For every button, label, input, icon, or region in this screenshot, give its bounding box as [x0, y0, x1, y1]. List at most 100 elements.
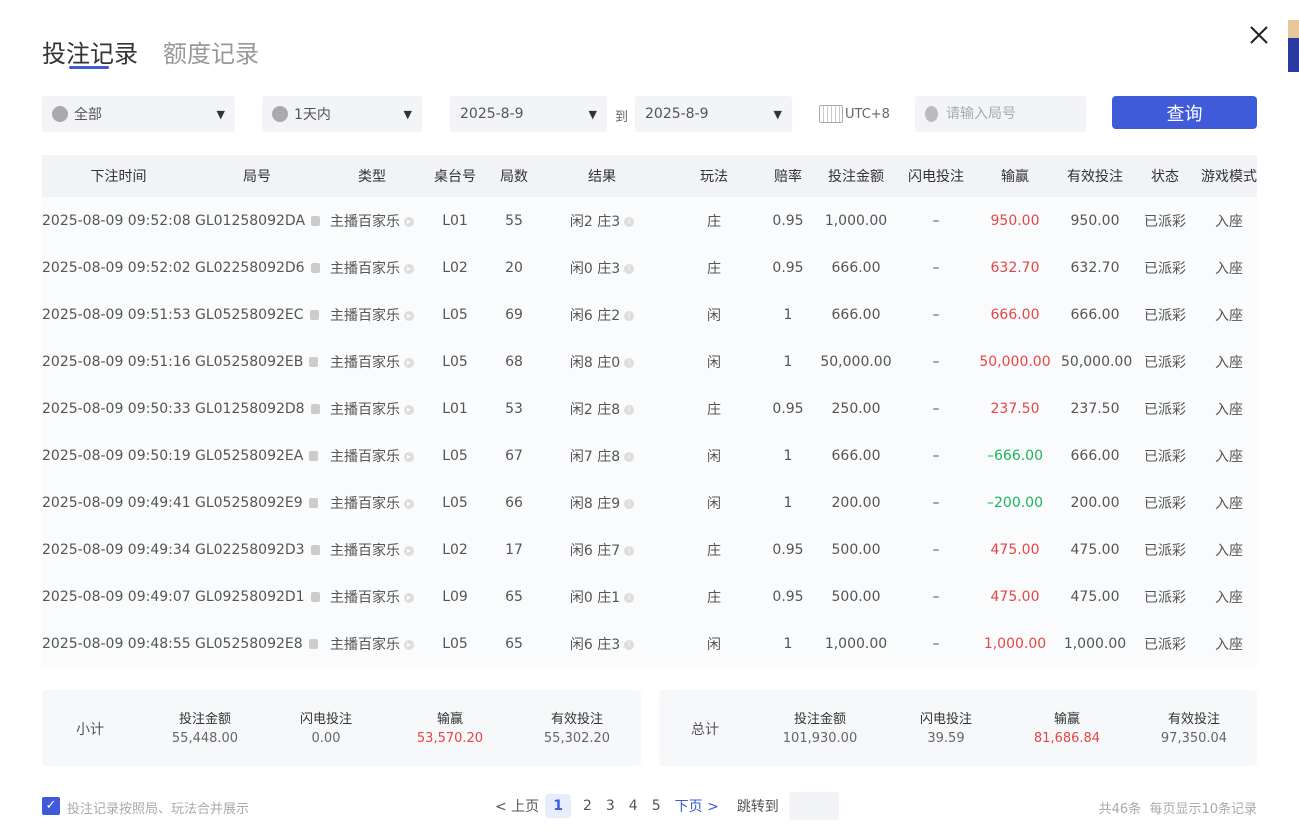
bet-value: 666.00 — [831, 447, 881, 464]
copy-icon[interactable] — [309, 450, 319, 461]
cell-table: L05 — [425, 291, 485, 338]
copy-icon[interactable] — [310, 544, 320, 555]
jump-page-input[interactable] — [788, 792, 839, 820]
cell-round: 67 — [485, 432, 543, 479]
query-button[interactable]: 查询 — [1112, 96, 1257, 129]
play-video-icon[interactable]: ▸ — [404, 216, 414, 227]
lightning-value: – — [932, 259, 940, 276]
record-summary: 共46条 每页显示10条记录 — [1099, 798, 1257, 817]
cell-time: 2025-08-09 09:51:53 — [42, 291, 195, 338]
cell-table: L05 — [425, 479, 485, 526]
cell-valid: 632.70 — [1061, 244, 1129, 291]
round-value: 20 — [505, 259, 523, 276]
period-select[interactable]: 1天内 ▼ — [262, 96, 422, 132]
status-value: 已派彩 — [1144, 401, 1186, 418]
page-1-button[interactable]: 1 — [545, 794, 571, 818]
odds-value: 0.95 — [772, 259, 804, 276]
round-search[interactable] — [915, 96, 1086, 132]
total-item-value: 81,686.84 — [1033, 731, 1101, 746]
copy-icon[interactable] — [310, 403, 320, 414]
result-value: 闲7 庄8 — [569, 448, 621, 465]
copy-icon[interactable] — [310, 262, 320, 273]
odds-value: 1 — [783, 635, 793, 652]
total-item-value: 101,930.00 — [782, 731, 858, 746]
round-value: 66 — [505, 494, 523, 511]
info-icon[interactable]: i — [624, 545, 635, 556]
mode-value: 入座 — [1215, 213, 1243, 230]
play-video-icon[interactable]: ▸ — [404, 263, 414, 274]
total-item: 投注金额 101,930.00 — [783, 710, 857, 748]
page-5-button[interactable]: 5 — [651, 798, 661, 814]
odds-value: 0.95 — [772, 541, 804, 558]
info-icon[interactable]: i — [624, 357, 635, 368]
play-value: 闲 — [707, 448, 721, 465]
table-row: 2025-08-09 09:49:34 GL02258092D3 主播百家乐 ▸ L02… — [42, 526, 1257, 573]
play-video-icon[interactable]: ▸ — [404, 404, 414, 415]
id-value: GL09258092D1 — [195, 588, 305, 605]
info-icon[interactable]: i — [624, 216, 635, 227]
cell-odds: 1 — [767, 291, 809, 338]
subtotal-item-label: 输赢 — [436, 712, 464, 727]
odds-value: 1 — [783, 447, 793, 464]
date-to-select[interactable]: 2025-8-9 ▼ — [635, 96, 792, 132]
cell-bet: 250.00 — [809, 385, 903, 432]
column-header: 闪电投注 — [908, 169, 964, 185]
column-header: 下注时间 — [90, 169, 147, 185]
play-video-icon[interactable]: ▸ — [404, 310, 414, 321]
play-video-icon[interactable]: ▸ — [404, 592, 414, 603]
copy-icon[interactable] — [309, 309, 319, 320]
info-icon[interactable]: i — [624, 498, 635, 509]
status-value: 已派彩 — [1144, 260, 1186, 277]
column-header: 局号 — [243, 169, 271, 185]
spade-icon — [52, 106, 68, 122]
info-icon[interactable]: i — [624, 263, 635, 274]
merge-checkbox[interactable]: ✓ — [42, 797, 60, 815]
table-row: 2025-08-09 09:48:55 GL05258092E8 主播百家乐 ▸ L05… — [42, 620, 1257, 667]
cell-mode: 入座 — [1201, 432, 1257, 479]
play-video-icon[interactable]: ▸ — [404, 357, 414, 368]
type-value: 主播百家乐 — [330, 354, 400, 371]
close-icon[interactable] — [1246, 22, 1272, 48]
table-row: 2025-08-09 09:52:02 GL02258092D6 主播百家乐 ▸ L02… — [42, 244, 1257, 291]
page-2-button[interactable]: 2 — [582, 798, 592, 814]
page-4-button[interactable]: 4 — [628, 798, 638, 814]
copy-icon[interactable] — [309, 356, 319, 367]
cell-winloss: 475.00 — [969, 526, 1061, 573]
time-value: 2025-08-09 09:49:41 — [42, 494, 191, 511]
subtotal-label: 小计 — [76, 722, 104, 738]
prev-page-button[interactable]: < 上页 — [495, 799, 540, 815]
round-search-input[interactable] — [946, 106, 1076, 122]
copy-icon[interactable] — [310, 591, 320, 602]
subtotal-item-label: 投注金额 — [178, 712, 232, 727]
page-3-button[interactable]: 3 — [605, 798, 615, 814]
tab-bet-records[interactable]: 投注记录 — [42, 40, 138, 68]
table-row: 2025-08-09 09:52:08 GL01258092DA 主播百家乐 ▸ L01… — [42, 197, 1257, 244]
date-from-value: 2025-8-9 — [460, 106, 524, 122]
play-video-icon[interactable]: ▸ — [404, 498, 414, 509]
subtotal-item: 有效投注 55,302.20 — [544, 710, 610, 748]
cell-mode: 入座 — [1201, 338, 1257, 385]
status-value: 已派彩 — [1144, 307, 1186, 324]
info-icon[interactable]: i — [624, 592, 635, 603]
copy-icon[interactable] — [308, 638, 318, 649]
play-video-icon[interactable]: ▸ — [404, 451, 414, 462]
category-select[interactable]: 全部 ▼ — [42, 96, 235, 132]
info-icon[interactable]: i — [624, 404, 635, 415]
play-video-icon[interactable]: ▸ — [404, 639, 414, 650]
info-icon[interactable]: i — [624, 310, 635, 321]
info-icon[interactable]: i — [624, 451, 635, 462]
copy-icon[interactable] — [308, 497, 318, 508]
play-video-icon[interactable]: ▸ — [404, 545, 414, 556]
cell-table: L02 — [425, 244, 485, 291]
info-icon[interactable]: i — [624, 639, 635, 650]
date-from-select[interactable]: 2025-8-9 ▼ — [450, 96, 607, 132]
cell-odds: 0.95 — [767, 385, 809, 432]
mode-value: 入座 — [1215, 448, 1243, 465]
copy-icon[interactable] — [311, 215, 321, 226]
cell-odds: 1 — [767, 479, 809, 526]
type-value: 主播百家乐 — [330, 213, 400, 230]
next-page-button[interactable]: 下页 > — [674, 799, 719, 815]
play-value: 闲 — [707, 636, 721, 653]
tab-credit-records[interactable]: 额度记录 — [163, 40, 259, 68]
valid-value: 475.00 — [1070, 588, 1120, 605]
